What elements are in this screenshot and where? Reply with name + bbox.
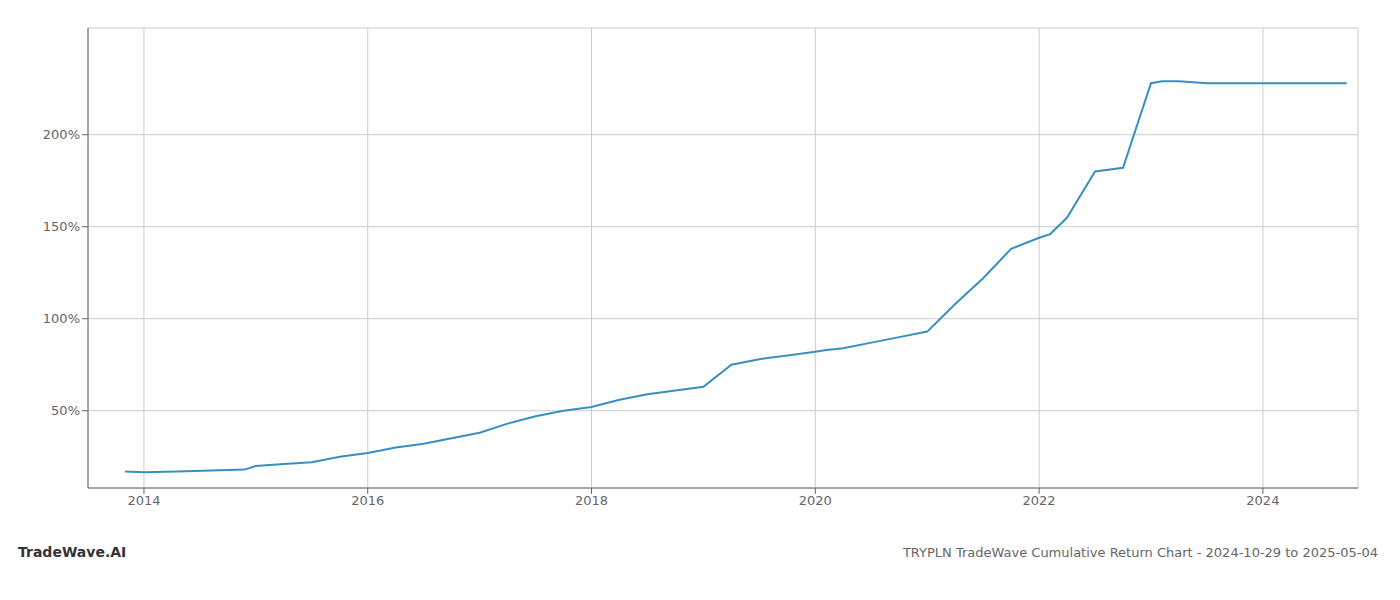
svg-text:200%: 200% [43,127,80,142]
html-text:TRYPLN TradeWave Cumulative Re: TRYPLN TradeWave Cumulative Return Chart… [902,545,1378,560]
svg-text:150%: 150% [43,219,80,234]
svg-text:2024: 2024 [1246,493,1279,508]
html-text:TradeWave.AI: TradeWave.AI [18,544,127,560]
svg-text:2014: 2014 [127,493,160,508]
svg-text:2020: 2020 [799,493,832,508]
svg-text:100%: 100% [43,311,80,326]
svg-text:2016: 2016 [351,493,384,508]
svg-text:50%: 50% [51,403,80,418]
svg-text:2022: 2022 [1023,493,1056,508]
svg-text:2018: 2018 [575,493,608,508]
